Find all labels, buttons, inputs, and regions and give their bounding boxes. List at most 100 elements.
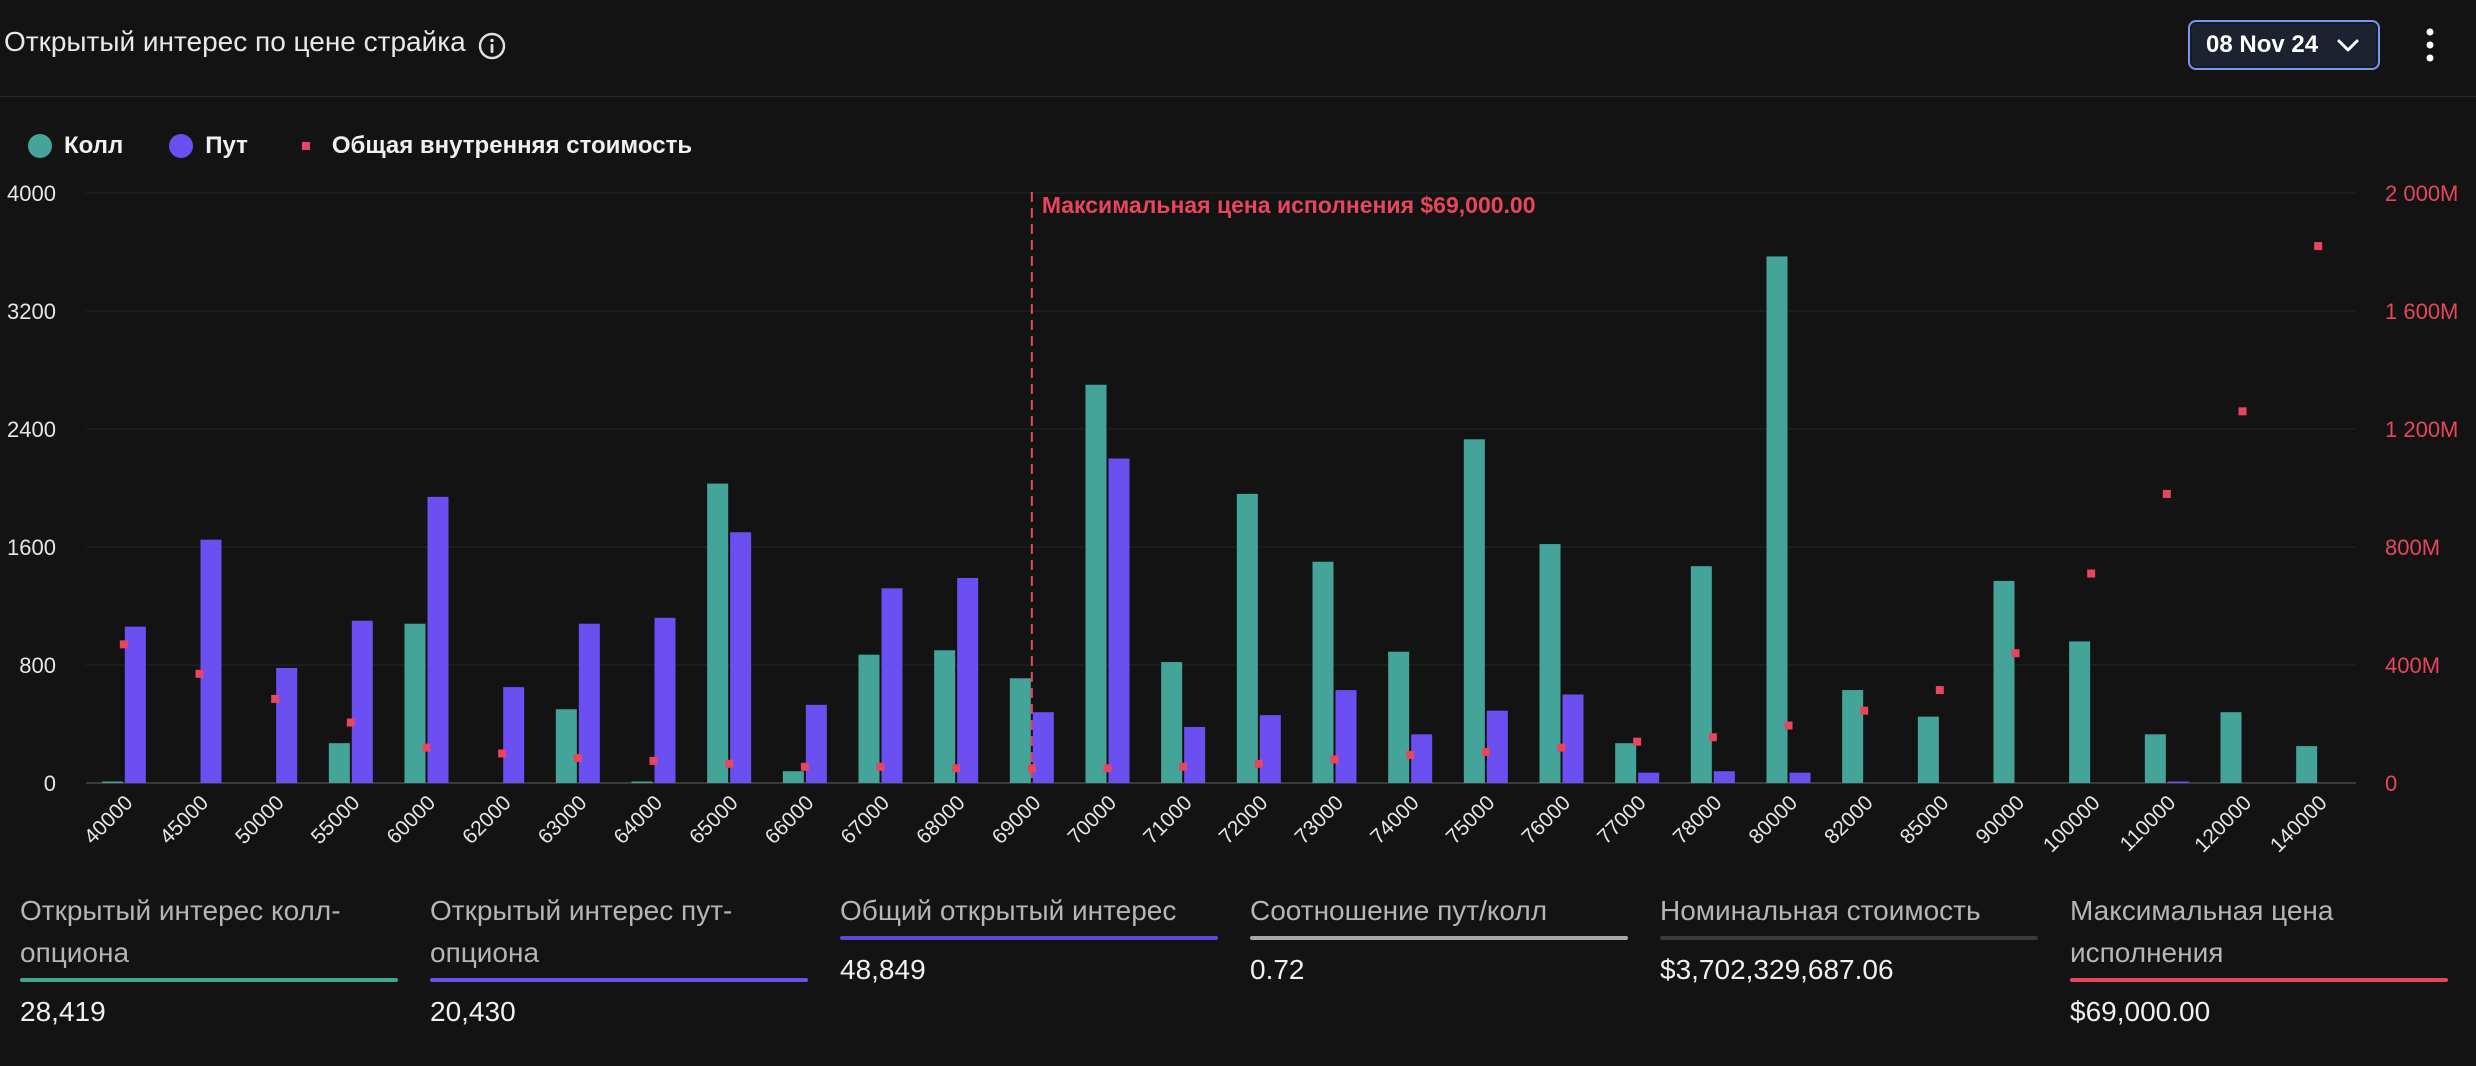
x-tick-label: 80000 [1744, 791, 1802, 849]
intrinsic-point [2162, 489, 2171, 498]
legend-item-put[interactable]: Пут [169, 132, 248, 160]
stat-value: $3,702,329,687.06 [1660, 954, 1894, 985]
x-tick-label: 75000 [1442, 791, 1500, 849]
y2-tick-label: 800M [2385, 535, 2440, 560]
stat-label: Максимальная цена исполнения [2070, 895, 2334, 968]
info-icon[interactable] [476, 30, 508, 62]
stat-item: Общий открытый интерес 48,849 [840, 890, 1218, 986]
x-tick-label: 63000 [534, 791, 592, 849]
put-bar [881, 588, 903, 783]
x-tick-label: 69000 [988, 791, 1046, 849]
intrinsic-point [649, 756, 658, 765]
stat-underline [840, 936, 1218, 940]
stat-underline [1660, 936, 2038, 940]
x-tick-label: 82000 [1820, 791, 1878, 849]
stat-value: 20,430 [430, 996, 516, 1027]
chart-legend: Колл Пут Общая внутренняя стоимость [28, 128, 738, 164]
put-bar [1789, 772, 1811, 783]
call-bar [1539, 544, 1561, 783]
call-bar [1161, 662, 1183, 783]
put-bar [805, 704, 827, 783]
y-tick-label: 800 [19, 653, 56, 678]
put-bar [124, 626, 146, 783]
y2-tick-label: 2 000M [2385, 181, 2458, 206]
intrinsic-point [2238, 407, 2247, 416]
legend-item-call[interactable]: Колл [28, 132, 123, 160]
y-tick-label: 0 [44, 771, 56, 796]
date-select[interactable]: 08 Nov 24 [2188, 20, 2380, 70]
x-tick-label: 64000 [609, 791, 667, 849]
call-bar [2069, 641, 2091, 783]
put-bar [1032, 712, 1054, 783]
put-bar [2167, 781, 2189, 783]
call-bar [1463, 439, 1485, 783]
y-tick-label: 3200 [7, 299, 56, 324]
intrinsic-point [1481, 748, 1490, 757]
intrinsic-point [1935, 686, 1944, 695]
intrinsic-point [573, 753, 582, 762]
call-bar [1766, 256, 1788, 783]
x-tick-label: 62000 [458, 791, 516, 849]
intrinsic-point [1633, 737, 1642, 746]
intrinsic-point [1254, 759, 1263, 768]
x-tick-label: 100000 [2039, 791, 2105, 857]
call-bar [328, 743, 350, 783]
x-tick-label: 85000 [1896, 791, 1954, 849]
intrinsic-point [1860, 706, 1869, 715]
put-bar [503, 687, 525, 783]
call-bar [1842, 690, 1864, 783]
stat-label: Соотношение пут/колл [1250, 895, 1548, 926]
put-bar [1486, 710, 1508, 783]
intrinsic-point [422, 743, 431, 752]
date-select-label: 08 Nov 24 [2206, 31, 2319, 58]
stat-label: Открытый интерес пут-опциона [430, 895, 733, 968]
stat-value: 48,849 [840, 954, 926, 985]
call-bar [1917, 716, 1939, 783]
x-tick-label: 73000 [1290, 791, 1348, 849]
call-bar [934, 650, 956, 783]
put-bar [1713, 771, 1735, 783]
call-bar [101, 781, 123, 783]
call-bar [2296, 746, 2318, 783]
intrinsic-point [119, 640, 128, 649]
call-bar [631, 781, 653, 783]
put-bar [200, 539, 222, 783]
intrinsic-point [1103, 764, 1112, 773]
put-bar [1259, 715, 1281, 783]
intrinsic-point [346, 718, 355, 727]
put-bar [1184, 726, 1206, 783]
page-title: Открытый интерес по цене страйка [4, 26, 466, 57]
x-tick-label: 140000 [2266, 791, 2332, 857]
stat-item: Открытый интерес колл-опциона 28,419 [20, 890, 398, 1028]
stat-label: Номинальная стоимость [1660, 895, 1981, 926]
x-tick-label: 74000 [1366, 791, 1424, 849]
call-bar [1388, 651, 1410, 783]
put-bar [1335, 690, 1357, 783]
put-bar [1108, 458, 1130, 783]
intrinsic-point [271, 694, 280, 703]
put-bar [654, 617, 676, 783]
x-tick-label: 50000 [231, 791, 289, 849]
intrinsic-point [800, 762, 809, 771]
call-bar [2144, 734, 2166, 783]
stat-value: 0.72 [1250, 954, 1305, 985]
intrinsic-point [2011, 649, 2020, 658]
stat-item: Соотношение пут/колл 0.72 [1250, 890, 1628, 986]
intrinsic-point [1708, 733, 1717, 742]
call-bar [1690, 566, 1712, 783]
legend-item-intrinsic[interactable]: Общая внутренняя стоимость [294, 132, 692, 160]
stat-item: Максимальная цена исполнения $69,000.00 [2070, 890, 2448, 1028]
call-bar [1236, 493, 1258, 783]
intrinsic-point [1179, 762, 1188, 771]
x-tick-label: 60000 [382, 791, 440, 849]
x-tick-label: 72000 [1215, 791, 1273, 849]
intrinsic-point [195, 669, 204, 678]
call-bar [2220, 712, 2242, 783]
more-menu-icon[interactable] [2412, 20, 2448, 70]
intrinsic-point [1330, 755, 1339, 764]
call-bar [404, 623, 426, 783]
intrinsic-point [2087, 569, 2096, 578]
put-bar [1562, 694, 1584, 783]
stat-value: 28,419 [20, 996, 106, 1027]
